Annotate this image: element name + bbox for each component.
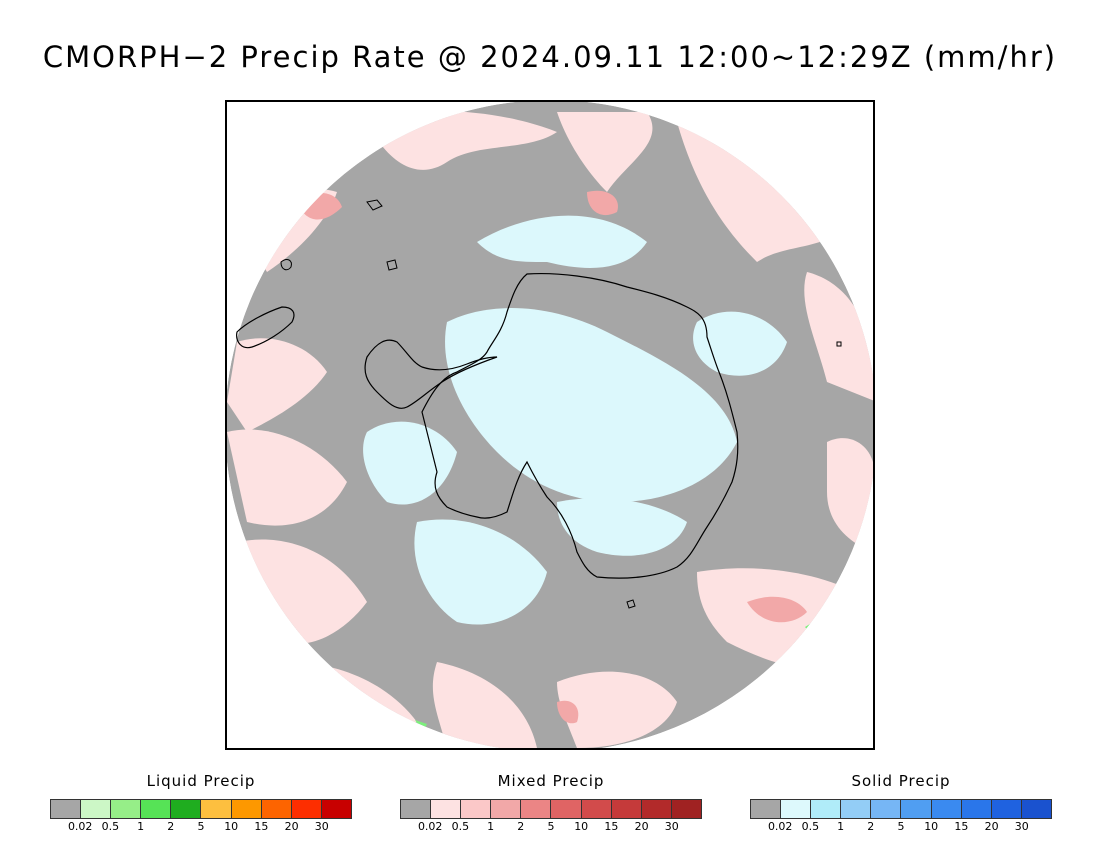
legend-mixed: Mixed Precip 0.02 0.5 1 2 5 10 15 20 30 xyxy=(400,770,702,833)
legend-swatch xyxy=(1021,800,1051,818)
legend-solid: Solid Precip 0.02 0.5 1 2 5 10 15 20 30 xyxy=(750,770,1052,833)
legend-swatch xyxy=(811,800,842,818)
legend-swatch xyxy=(201,800,232,818)
tick-labels: 0.02 0.5 1 2 5 10 15 20 30 xyxy=(750,819,1052,833)
legend-swatch xyxy=(431,800,462,818)
legend-tick-label: 1 xyxy=(137,820,145,833)
polar-map xyxy=(225,100,875,750)
legend-swatch xyxy=(141,800,172,818)
legend-swatch xyxy=(401,800,432,818)
legend-title: Mixed Precip xyxy=(497,772,605,790)
legend-swatch xyxy=(781,800,812,818)
legend-tick-label: 20 xyxy=(634,820,649,833)
legend-tick-label: 2 xyxy=(167,820,175,833)
legend-swatch xyxy=(461,800,492,818)
legend-swatch xyxy=(901,800,932,818)
legend-swatch xyxy=(521,800,552,818)
legend-tick-label: 30 xyxy=(1014,820,1029,833)
map-canvas xyxy=(227,102,873,748)
legend-swatch xyxy=(751,800,782,818)
legend-swatch xyxy=(871,800,902,818)
legend-swatch xyxy=(231,800,262,818)
legend-tick-label: 15 xyxy=(604,820,619,833)
legend-tick-label: 15 xyxy=(254,820,269,833)
legend-swatch xyxy=(291,800,322,818)
legend-swatch xyxy=(991,800,1022,818)
legend-tick-label: 5 xyxy=(897,820,905,833)
legend-tick-label: 2 xyxy=(517,820,525,833)
legend-swatch xyxy=(321,800,351,818)
antarctica-coastline xyxy=(421,272,739,579)
legend-swatch xyxy=(491,800,522,818)
legend-swatch xyxy=(641,800,672,818)
moderate-mixed-patches xyxy=(297,190,807,724)
legend-tick-label: 10 xyxy=(224,820,239,833)
legend-tick-label: 0.02 xyxy=(417,820,443,833)
legend-tick-label: 1 xyxy=(837,820,845,833)
legend-title: Solid Precip xyxy=(851,772,951,790)
legend-tick-label: 30 xyxy=(314,820,329,833)
solid-precip-regions xyxy=(363,215,787,625)
legend-swatch xyxy=(111,800,142,818)
legend-swatch xyxy=(611,800,642,818)
tick-labels: 0.02 0.5 1 2 5 10 15 20 30 xyxy=(50,819,352,833)
island-outlines xyxy=(280,199,842,609)
legend-swatch xyxy=(961,800,992,818)
legend-tick-label: 30 xyxy=(664,820,679,833)
legend-swatch xyxy=(671,800,701,818)
antarctic-peninsula-coastline xyxy=(364,339,498,409)
legend-swatch xyxy=(841,800,872,818)
legend-tick-label: 0.5 xyxy=(101,820,120,833)
legend-swatch xyxy=(931,800,962,818)
legend-swatch xyxy=(581,800,612,818)
legend-swatch xyxy=(171,800,202,818)
legend-tick-label: 5 xyxy=(547,820,555,833)
legend-tick-label: 10 xyxy=(924,820,939,833)
legend-swatch xyxy=(261,800,292,818)
legend-liquid: Liquid Precip 0.02 0.5 1 2 5 10 15 20 30 xyxy=(50,770,352,833)
color-bar xyxy=(400,799,702,819)
outside-disk-mask xyxy=(227,102,873,748)
precip-field xyxy=(227,102,873,748)
legend-tick-label: 0.02 xyxy=(767,820,793,833)
legend-tick-label: 20 xyxy=(984,820,999,833)
legend-tick-label: 0.02 xyxy=(67,820,93,833)
legend-swatch xyxy=(551,800,582,818)
legend-tick-label: 1 xyxy=(487,820,495,833)
chart-title: CMORPH−2 Precip Rate @ 2024.09.11 12:00~… xyxy=(42,40,1058,74)
legend-swatch xyxy=(81,800,112,818)
tick-labels: 0.02 0.5 1 2 5 10 15 20 30 xyxy=(400,819,702,833)
legend-tick-label: 20 xyxy=(284,820,299,833)
legend-tick-label: 2 xyxy=(867,820,875,833)
legend-tick-label: 5 xyxy=(197,820,205,833)
legend-tick-label: 0.5 xyxy=(451,820,470,833)
legend-tick-label: 10 xyxy=(574,820,589,833)
color-bar xyxy=(50,799,352,819)
legend-swatch xyxy=(51,800,82,818)
south-america-coastline xyxy=(236,306,295,349)
legend-tick-label: 15 xyxy=(954,820,969,833)
color-bar xyxy=(750,799,1052,819)
legend-title: Liquid Precip xyxy=(146,772,256,790)
legend-tick-label: 0.5 xyxy=(801,820,820,833)
